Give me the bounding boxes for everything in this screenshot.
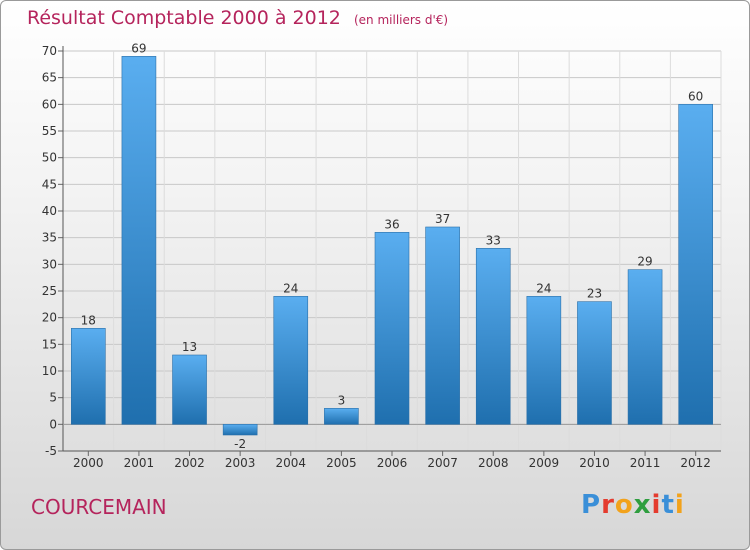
data-label-2001: 69 <box>131 41 146 55</box>
chart-title: Résultat Comptable 2000 à 2012 (en milli… <box>27 7 448 29</box>
data-label-2010: 23 <box>587 287 602 301</box>
data-label-2000: 18 <box>81 313 96 327</box>
proxiti-logo: Proxiti <box>581 490 685 520</box>
data-label-2008: 33 <box>486 233 501 247</box>
bar-2007 <box>425 226 460 425</box>
logo-letter: P <box>581 490 602 520</box>
y-tick-label: -5 <box>45 444 57 458</box>
x-tick-label-2004: 2004 <box>275 456 306 470</box>
y-tick-label: 10 <box>42 364 57 378</box>
y-tick-label: 0 <box>49 417 57 431</box>
x-tick-label-2009: 2009 <box>529 456 560 470</box>
data-label-2009: 24 <box>536 281 551 295</box>
logo-letter: r <box>601 490 615 520</box>
y-tick-label: 45 <box>42 177 57 191</box>
bar-2012 <box>678 104 713 425</box>
logo-letter: o <box>614 490 634 520</box>
data-label-2005: 3 <box>338 393 346 407</box>
y-tick-label: 35 <box>42 231 57 245</box>
x-tick-label-2006: 2006 <box>377 456 408 470</box>
bars <box>71 56 713 436</box>
logo-letter: x <box>633 490 652 520</box>
data-label-2006: 36 <box>384 217 399 231</box>
y-tick-label: 60 <box>42 97 57 111</box>
y-tick-label: 5 <box>49 391 57 405</box>
data-label-2004: 24 <box>283 281 298 295</box>
data-label-2002: 13 <box>182 340 197 354</box>
y-tick-label: 15 <box>42 337 57 351</box>
town-name: COURCEMAIN <box>31 495 167 519</box>
y-tick-label: 65 <box>42 71 57 85</box>
bar-2002 <box>172 354 207 425</box>
x-tick-label-2007: 2007 <box>427 456 458 470</box>
logo-letter: t <box>661 490 675 520</box>
x-tick-label-2005: 2005 <box>326 456 357 470</box>
logo-letter: i <box>651 490 662 520</box>
x-tick-label-2010: 2010 <box>579 456 610 470</box>
bar-2011 <box>627 269 663 425</box>
y-tick-label: 25 <box>42 284 57 298</box>
data-label-2007: 37 <box>435 212 450 226</box>
data-labels: 18 69 13 -2 24 3 36 37 33 24 23 29 60 <box>81 41 704 451</box>
data-label-2003: -2 <box>234 437 246 451</box>
y-tick-label: 20 <box>42 311 57 325</box>
chart-title-text: Résultat Comptable 2000 à 2012 <box>27 7 341 29</box>
y-tick-label: 55 <box>42 124 57 138</box>
y-tick-label: 70 <box>42 44 57 58</box>
x-tick-label-2003: 2003 <box>225 456 256 470</box>
x-tick-label-2008: 2008 <box>478 456 509 470</box>
x-tick-label-2000: 2000 <box>73 456 104 470</box>
bar-2008 <box>475 248 511 425</box>
bar-2004 <box>273 296 309 425</box>
bar-2000 <box>71 328 106 425</box>
x-tick-label-2002: 2002 <box>174 456 205 470</box>
y-tick-label: 50 <box>42 151 57 165</box>
data-label-2011: 29 <box>637 255 652 269</box>
x-tick-label-2012: 2012 <box>680 456 711 470</box>
bar-2003 <box>222 424 258 436</box>
bar-2010 <box>577 301 612 425</box>
x-tick-label-2011: 2011 <box>630 456 661 470</box>
bar-2006 <box>374 232 410 425</box>
y-tick-label: 30 <box>42 257 57 271</box>
logo-letter: i <box>674 490 685 520</box>
bar-2005 <box>324 408 359 425</box>
chart-unit-text: (en milliers d'€) <box>353 13 449 27</box>
bar-2009 <box>526 296 562 425</box>
data-label-2012: 60 <box>688 89 703 103</box>
y-tick-label: 40 <box>42 204 57 218</box>
x-tick-label-2001: 2001 <box>124 456 155 470</box>
bar-2001 <box>121 56 157 425</box>
